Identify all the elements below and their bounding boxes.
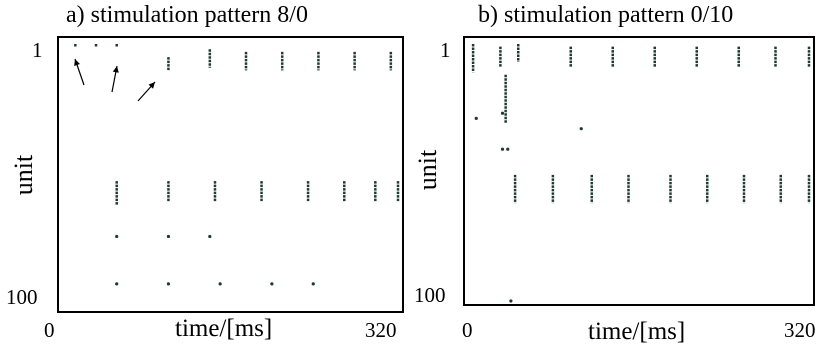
y-tick-label-top: 1 — [32, 38, 43, 62]
spike-point — [311, 282, 315, 286]
spike-point — [500, 147, 505, 151]
spike-point — [579, 127, 583, 131]
x-axis-label: time/[ms] — [175, 315, 273, 342]
spike-point — [166, 234, 171, 239]
spike-point — [166, 282, 171, 286]
x-tick-label-left: 0 — [44, 318, 55, 342]
raster-panel-b: b) stimulation pattern 0/10 1 100 0 320 … — [412, 0, 822, 352]
chart-title: b) stimulation pattern 0/10 — [478, 2, 734, 28]
y-tick-label-bottom: 100 — [414, 283, 446, 307]
x-tick-label-right: 320 — [784, 318, 816, 342]
spike-point — [208, 234, 212, 239]
x-tick-label-right: 320 — [365, 318, 397, 342]
spike-point — [115, 234, 119, 239]
raster-plot-svg — [471, 44, 811, 303]
spike-point — [500, 111, 505, 115]
y-axis-label: unit — [413, 149, 443, 191]
y-tick-label-bottom: 100 — [6, 285, 38, 309]
plot-area — [57, 36, 404, 313]
y-tick-label-top: 1 — [440, 38, 451, 62]
y-axis-label: unit — [9, 154, 39, 196]
spike-point — [218, 282, 222, 286]
raster-panel-a: a) stimulation pattern 8/0 1 100 0 320 t… — [0, 0, 410, 352]
spike-point — [506, 147, 510, 151]
spike-point — [270, 282, 274, 286]
x-axis-label: time/[ms] — [588, 318, 686, 345]
spike-point — [115, 282, 119, 286]
spike-point — [474, 116, 478, 121]
plot-area — [463, 36, 815, 306]
spike-point — [509, 299, 513, 303]
raster-plot-svg — [74, 44, 400, 286]
x-tick-label-left: 0 — [462, 318, 473, 342]
chart-title: a) stimulation pattern 8/0 — [66, 2, 308, 28]
